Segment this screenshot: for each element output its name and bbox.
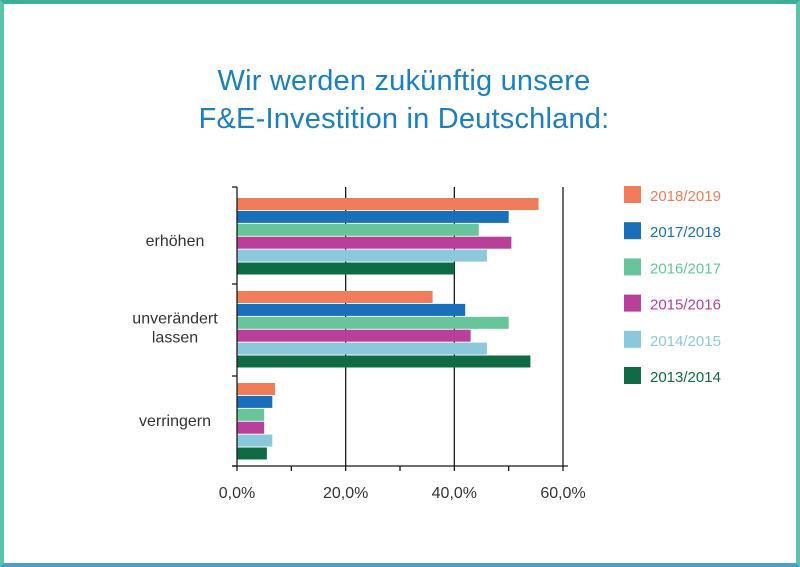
legend-label: 2015/2016 — [650, 297, 721, 314]
category-label: lassen — [152, 330, 198, 347]
bar — [237, 236, 512, 249]
bar — [237, 383, 276, 395]
chart-title-line-2: F&E-Investition in Deutschland: — [198, 103, 610, 135]
bar — [237, 447, 267, 460]
chart-title: Wir werden zukünftig unsere F&E-Investit… — [4, 62, 800, 138]
bar — [237, 198, 539, 210]
legend-label: 2013/2014 — [650, 369, 721, 386]
x-tick-label: 0,0% — [219, 485, 255, 502]
bar — [237, 355, 531, 368]
bar — [237, 408, 265, 421]
bar — [237, 434, 273, 447]
bar — [237, 329, 471, 342]
x-tick-label: 20,0% — [323, 485, 368, 502]
bar — [237, 262, 455, 275]
bar — [237, 395, 273, 408]
legend-swatch — [624, 222, 641, 240]
legend-label: 2018/2019 — [650, 188, 721, 205]
bar — [237, 303, 466, 316]
category-label: unverändert — [132, 311, 218, 328]
chart-title-line-1: Wir werden zukünftig unsere — [217, 65, 591, 97]
bar — [237, 316, 509, 329]
x-tick-label: 60,0% — [540, 485, 585, 502]
category-label: verringern — [139, 413, 211, 430]
category-label: erhöhen — [146, 233, 205, 250]
bar — [237, 342, 487, 355]
bar — [237, 291, 433, 303]
legend-swatch — [624, 330, 641, 348]
bar — [237, 210, 509, 223]
bar — [237, 223, 479, 236]
legend-swatch — [624, 186, 641, 203]
legend-swatch — [624, 258, 641, 276]
bar — [237, 249, 487, 262]
legend-label: 2017/2018 — [650, 224, 721, 241]
legend-swatch — [624, 294, 641, 312]
x-tick-label: 40,0% — [432, 485, 477, 502]
legend-swatch — [624, 367, 641, 384]
bar — [237, 421, 265, 434]
legend-label: 2014/2015 — [650, 333, 721, 350]
legend-label: 2016/2017 — [650, 260, 721, 277]
